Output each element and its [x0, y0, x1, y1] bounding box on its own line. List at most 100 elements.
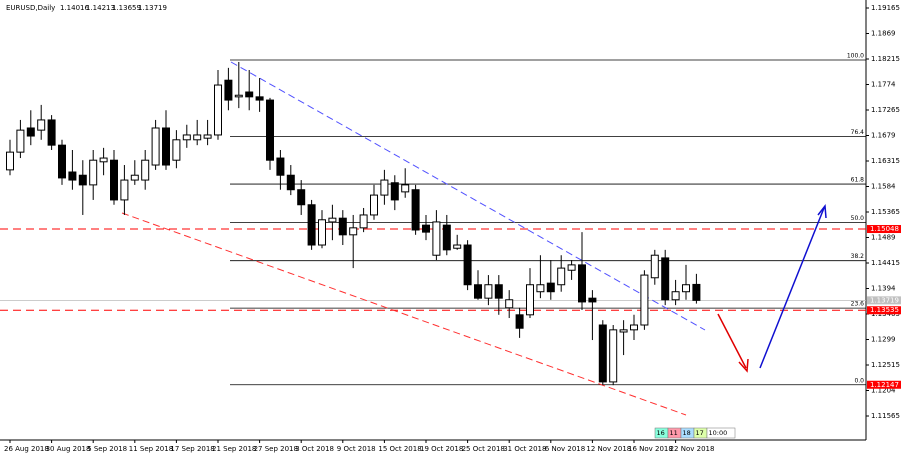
- candle-body: [619, 329, 628, 333]
- x-tick-label: 6 Nov 2018: [545, 445, 585, 453]
- y-tick-label: 1.18215: [871, 55, 900, 63]
- fibo-label: 23.6: [851, 301, 865, 308]
- candle-body: [58, 144, 66, 179]
- high-label: 1.14213: [86, 4, 115, 12]
- candle-body: [193, 134, 202, 141]
- candle-body: [422, 224, 430, 233]
- timer-box: [706, 427, 736, 439]
- candle-body: [255, 96, 264, 101]
- x-tick-label: 11 Sep 2018: [129, 445, 173, 453]
- candle-body: [307, 204, 316, 246]
- y-tick-label: 1.1774: [871, 80, 896, 88]
- x-tick-label: 21 Sep 2018: [212, 445, 256, 453]
- candle-body: [318, 219, 326, 246]
- x-tick-label: 17 Sep 2018: [170, 445, 214, 453]
- candle-body: [172, 139, 181, 161]
- fibo-low-box: [867, 380, 901, 389]
- candle-body: [26, 127, 35, 137]
- candle-body: [245, 91, 254, 98]
- candle-body: [598, 324, 607, 383]
- timer-label: 16: [657, 429, 665, 437]
- candle-body: [380, 179, 389, 196]
- candle-body: [557, 267, 566, 286]
- candle-body: [515, 314, 524, 329]
- candle-body: [182, 134, 191, 141]
- candle-body: [494, 284, 503, 299]
- candle-body: [526, 284, 534, 316]
- x-tick-label: 16 Nov 2018: [628, 445, 673, 453]
- y-tick-label: 1.1204: [871, 387, 896, 395]
- candle-body: [110, 159, 118, 201]
- candle-body: [578, 264, 586, 303]
- candle-body: [463, 244, 472, 286]
- x-tick-label: 12 Nov 2018: [586, 445, 631, 453]
- candle-body: [349, 227, 358, 236]
- candle-body: [47, 119, 56, 146]
- y-tick-label: 1.17265: [871, 106, 900, 114]
- candle-body: [432, 221, 441, 256]
- y-tick-label: 1.14415: [871, 259, 900, 267]
- y-tick-label: 1.1299: [871, 336, 896, 344]
- grid-layer: 1.115651.12041.125151.12991.134651.13941…: [0, 4, 900, 453]
- timer-label: 18: [683, 429, 691, 437]
- candle-body: [78, 174, 87, 186]
- candle-body: [588, 297, 597, 303]
- candle-body: [214, 84, 222, 136]
- x-tick-label: 3 Oct 2018: [295, 445, 334, 453]
- candle-body: [68, 171, 77, 181]
- x-tick-label: 27 Sep 2018: [254, 445, 298, 453]
- candle-body: [640, 274, 649, 326]
- x-tick-label: 30 Aug 2018: [46, 445, 91, 453]
- candle-body: [630, 324, 638, 331]
- candle-body: [484, 284, 493, 299]
- y-tick-label: 1.1869: [871, 29, 896, 37]
- candle-body: [692, 283, 701, 301]
- support-trendline: [121, 212, 687, 416]
- up-arrow: [759, 207, 825, 369]
- candle-body: [6, 151, 14, 171]
- level-label: 1.15048: [870, 225, 899, 233]
- candle-body: [390, 182, 399, 201]
- timer-label: 10:00: [709, 429, 728, 437]
- fibo-label: 38.2: [851, 253, 865, 260]
- label-layer: 1.15048 1.13535 1.12147 1.13719 16 11 18 17 10:0…: [654, 225, 901, 439]
- candle-body: [203, 134, 212, 139]
- x-tick-label: 22 Nov 2018: [670, 445, 715, 453]
- y-tick-label: 1.1394: [871, 285, 896, 293]
- current-price-label: 1.13719: [870, 296, 899, 304]
- candle-body: [661, 257, 670, 301]
- x-tick-label: 31 Oct 2018: [503, 445, 546, 453]
- candle-body: [453, 244, 462, 249]
- fibo-label: 76.4: [851, 129, 865, 136]
- level-label: 1.13535: [870, 306, 899, 314]
- candle-body: [130, 174, 139, 181]
- candle-body: [297, 189, 306, 206]
- low-label: 1.13659: [112, 4, 141, 12]
- fibo-label: 100.0: [847, 53, 864, 60]
- fibo-label: 50.0: [851, 215, 865, 222]
- timer-label: 11: [670, 429, 678, 437]
- candle-body: [671, 291, 680, 301]
- fibo-label: 0.0: [854, 377, 864, 384]
- candle-body: [536, 284, 545, 293]
- candle-body: [141, 159, 150, 181]
- x-tick-label: 9 Oct 2018: [337, 445, 376, 453]
- candle-body: [442, 224, 451, 251]
- candle-body: [151, 127, 160, 166]
- candle-body: [650, 254, 659, 279]
- x-tick-label: 26 Aug 2018: [4, 445, 49, 453]
- fibo-label: 61.8: [851, 177, 865, 184]
- candle-body: [505, 299, 514, 309]
- candle-body: [546, 282, 555, 293]
- y-tick-label: 1.1584: [871, 183, 896, 191]
- candle-body: [359, 214, 368, 229]
- down-arrow: [717, 313, 747, 369]
- symbol-label: EURUSD,Daily: [6, 4, 55, 12]
- candle-body: [567, 264, 576, 271]
- candle-body: [411, 189, 420, 231]
- candle-body: [328, 217, 337, 223]
- y-tick-label: 1.16315: [871, 157, 900, 165]
- candle-body: [609, 329, 618, 383]
- candle-body: [401, 184, 410, 193]
